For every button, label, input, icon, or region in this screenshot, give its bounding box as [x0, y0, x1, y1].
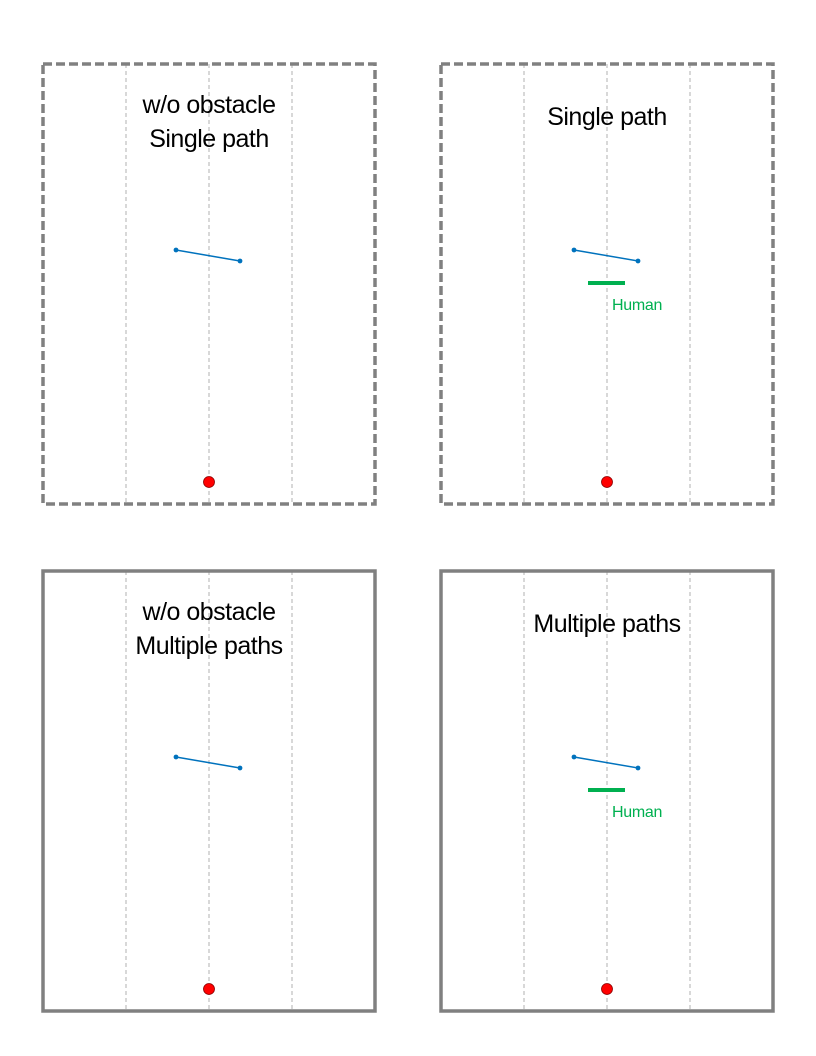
panel-title: Single path	[547, 103, 667, 131]
path-end-point	[635, 765, 641, 771]
goal-marker	[203, 476, 215, 488]
goal-marker	[203, 983, 215, 995]
path-start-point	[173, 247, 179, 253]
panel-border-dashed	[41, 62, 377, 506]
panel-title: w/o obstacle	[142, 598, 276, 626]
goal-marker	[601, 476, 613, 488]
panel-wo-obstacle-multiple-paths: w/o obstacle Multiple paths	[41, 569, 377, 1013]
panel-multiple-paths: Multiple paths Human	[439, 569, 775, 1013]
path-segment	[573, 249, 639, 262]
path-segment	[175, 249, 241, 262]
panel-single-path: Single path Human	[439, 62, 775, 506]
panel-border	[41, 569, 377, 1013]
path-end-point	[237, 765, 243, 771]
path-segment	[175, 756, 241, 769]
path-start-point	[571, 754, 577, 760]
panel-subtitle: Multiple paths	[135, 632, 282, 660]
path-end-point	[635, 258, 641, 264]
panel-border-dashed	[439, 62, 775, 506]
path-start-point	[571, 247, 577, 253]
panel-title: Multiple paths	[533, 610, 680, 638]
goal-marker	[601, 983, 613, 995]
human-label: Human	[612, 804, 662, 821]
human-label: Human	[612, 297, 662, 314]
path-start-point	[173, 754, 179, 760]
panel-wo-obstacle-single-path: w/o obstacle Single path	[41, 62, 377, 506]
path-end-point	[237, 258, 243, 264]
path-segment	[573, 756, 639, 769]
panel-subtitle: Single path	[149, 125, 269, 153]
panel-title: w/o obstacle	[142, 91, 276, 119]
panel-border	[439, 569, 775, 1013]
